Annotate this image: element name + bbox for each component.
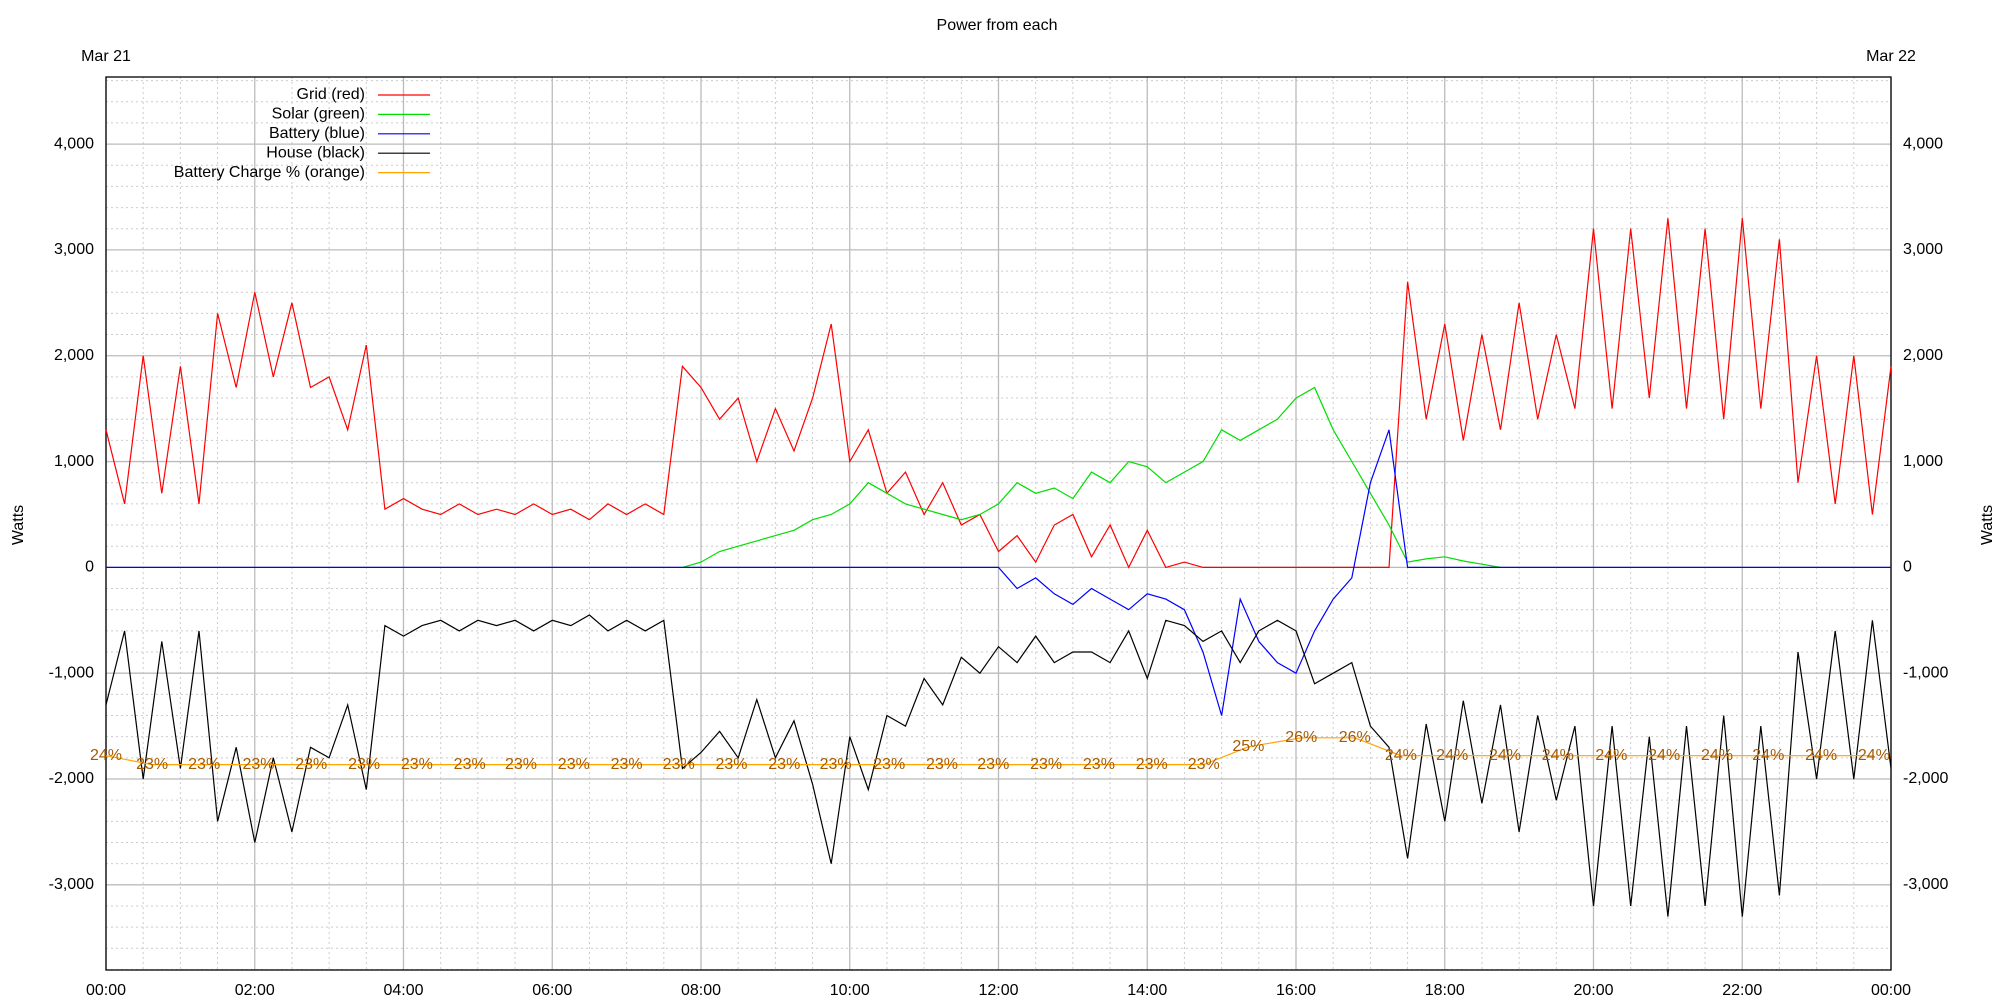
charge-label: 24% — [1805, 747, 1837, 764]
legend-label: Solar (green) — [272, 106, 365, 123]
x-tick-label: 00:00 — [1871, 982, 1911, 999]
legend-label: Grid (red) — [297, 86, 365, 103]
x-tick-label: 04:00 — [383, 982, 423, 999]
y-tick-label: -1,000 — [49, 664, 94, 681]
x-tick-label: 12:00 — [978, 982, 1018, 999]
charge-label: 24% — [1858, 747, 1890, 764]
charge-label: 23% — [820, 756, 852, 773]
charge-label: 23% — [188, 756, 220, 773]
charge-label: 23% — [1188, 756, 1220, 773]
charge-label: 23% — [454, 756, 486, 773]
charge-label: 23% — [242, 756, 274, 773]
charge-label: 23% — [348, 756, 380, 773]
series-line — [682, 386, 1501, 568]
x-tick-label: 22:00 — [1722, 982, 1762, 999]
y2-axis-label: Watts — [1979, 505, 1996, 545]
charge-label: 24% — [1595, 747, 1627, 764]
end-date: Mar 22 — [1866, 48, 1916, 65]
chart-title: Power from each — [937, 17, 1058, 34]
charge-label: 24% — [1385, 747, 1417, 764]
charge-label: 23% — [768, 756, 800, 773]
charge-label: 23% — [977, 756, 1009, 773]
y2-tick-label: 0 — [1903, 559, 1912, 576]
charge-label: 25% — [1232, 738, 1264, 755]
y2-tick-label: 3,000 — [1903, 241, 1943, 258]
charge-label: 23% — [1083, 756, 1115, 773]
x-tick-label: 00:00 — [86, 982, 126, 999]
charge-label: 24% — [1752, 747, 1784, 764]
charge-label: 23% — [401, 756, 433, 773]
y-tick-label: -2,000 — [49, 770, 94, 787]
y-tick-label: 3,000 — [54, 241, 94, 258]
series-line — [106, 429, 1891, 716]
charge-label: 23% — [505, 756, 537, 773]
y-tick-label: -3,000 — [49, 876, 94, 893]
y-tick-label: 1,000 — [54, 453, 94, 470]
legend-label: House (black) — [266, 144, 365, 161]
y2-tick-label: -2,000 — [1903, 770, 1948, 787]
charge-label: 26% — [1285, 729, 1317, 746]
legend-label: Battery Charge % (orange) — [174, 164, 365, 181]
charge-label: 23% — [1136, 756, 1168, 773]
charge-label: 26% — [1339, 729, 1371, 746]
y-tick-label: 0 — [85, 559, 94, 576]
charge-label: 23% — [1030, 756, 1062, 773]
y2-tick-label: 4,000 — [1903, 135, 1943, 152]
y-axis-label: Watts — [10, 505, 27, 545]
charge-label: 24% — [1542, 747, 1574, 764]
y2-tick-label: -1,000 — [1903, 664, 1948, 681]
x-tick-label: 06:00 — [532, 982, 572, 999]
charge-label: 23% — [663, 756, 695, 773]
series-line — [105, 218, 1892, 569]
charge-label: 24% — [1489, 747, 1521, 764]
plot-frame — [105, 76, 1892, 971]
y-tick-label: 4,000 — [54, 135, 94, 152]
y2-tick-label: 2,000 — [1903, 347, 1943, 364]
charge-label: 23% — [558, 756, 590, 773]
x-tick-label: 10:00 — [830, 982, 870, 999]
y2-tick-label: -3,000 — [1903, 876, 1948, 893]
charge-label: 23% — [611, 756, 643, 773]
charge-label: 23% — [715, 756, 747, 773]
series-line — [105, 737, 1874, 766]
start-date: Mar 21 — [81, 48, 131, 65]
charge-label: 24% — [1701, 747, 1733, 764]
charge-label: 23% — [873, 756, 905, 773]
x-tick-label: 14:00 — [1127, 982, 1167, 999]
x-tick-label: 20:00 — [1573, 982, 1613, 999]
y-tick-label: 2,000 — [54, 347, 94, 364]
charge-label: 24% — [90, 747, 122, 764]
x-tick-label: 18:00 — [1425, 982, 1465, 999]
x-tick-label: 16:00 — [1276, 982, 1316, 999]
charge-label: 23% — [926, 756, 958, 773]
x-tick-label: 08:00 — [681, 982, 721, 999]
y2-tick-label: 1,000 — [1903, 453, 1943, 470]
series-line — [105, 614, 1892, 917]
charge-label: 23% — [295, 756, 327, 773]
legend-label: Battery (blue) — [269, 125, 365, 142]
charge-label: 24% — [1648, 747, 1680, 764]
x-tick-label: 02:00 — [235, 982, 275, 999]
charge-label: 24% — [1436, 747, 1468, 764]
charge-label: 23% — [136, 756, 168, 773]
